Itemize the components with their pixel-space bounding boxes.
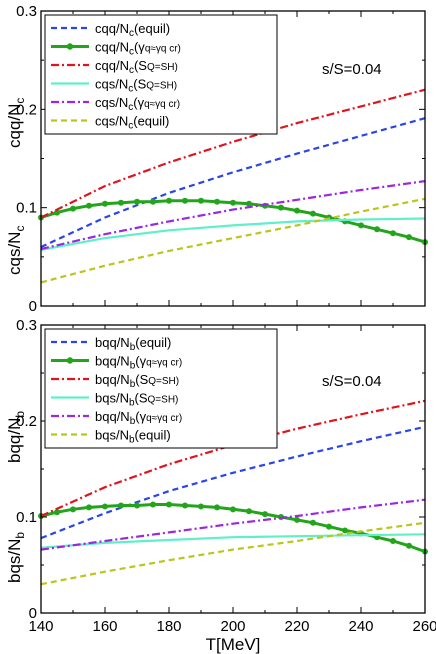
y-axis-label: cqq/Nc	[5, 98, 27, 148]
x-axis-label: T[MeV]	[206, 635, 261, 654]
series-line-1	[40, 117, 426, 248]
x-tick-label: 140	[28, 618, 53, 635]
series-line-4	[40, 217, 426, 251]
y-tick-label: 0	[29, 298, 37, 315]
legend-entry: cqq/Nc(equil)	[95, 21, 170, 39]
data-point	[262, 511, 268, 518]
legend-entry: cqs/Nc(SQ=SH)	[95, 77, 177, 95]
data-point	[118, 199, 124, 206]
legend-entry: bqq/Nb(γq≈γq cr)	[95, 409, 182, 427]
data-point	[326, 523, 332, 530]
y-axis-label: cqs/Nc	[5, 226, 27, 275]
data-point	[390, 230, 396, 237]
legend-entry: bqq/Nb(SQ=SH)	[95, 372, 179, 390]
panel-2: 0 0.1 0.2 0.3 140 160 180 200 220 240 260 T[MeV] bqq…	[5, 317, 436, 654]
y-tick-label: 0.2	[16, 413, 37, 430]
data-point	[294, 207, 300, 214]
y-axis-label: bqs/Nb	[5, 532, 27, 583]
series-line-5	[40, 180, 426, 251]
data-point	[86, 504, 92, 511]
legend-entry: cqs/Nc(γq≈γq cr)	[95, 95, 180, 113]
series-line-3	[40, 399, 426, 518]
legend-marker	[66, 43, 74, 50]
data-point	[374, 226, 380, 233]
data-point	[182, 197, 188, 204]
x-tick-label: 160	[92, 618, 117, 635]
data-point	[406, 234, 412, 241]
series-line-6	[40, 521, 426, 586]
data-point	[166, 501, 172, 508]
data-point	[150, 501, 156, 508]
annotation: s/S=0.04	[322, 61, 382, 78]
y-tick-label: 0.1	[16, 200, 37, 217]
data-point	[70, 205, 76, 212]
series-line-4	[40, 533, 426, 549]
y-tick-label: 0.1	[16, 509, 37, 526]
legend-entry: bqq/Nb(equil)	[95, 335, 171, 353]
data-point	[54, 209, 60, 216]
legend-entry: bqq/Nb(γq≈γq cr)	[95, 354, 182, 372]
data-point	[278, 204, 284, 211]
legend-entry: cqs/Nc(equil)	[95, 114, 169, 132]
data-point	[166, 197, 172, 204]
series-line-1	[40, 425, 426, 540]
legend-entry: bqs/Nb(equil)	[95, 428, 171, 446]
data-point	[214, 198, 220, 205]
data-point	[198, 197, 204, 204]
legend-entry: bqs/Nb(SQ=SH)	[95, 391, 178, 409]
legend-marker	[66, 357, 74, 364]
legend-entry: cqq/Nc(γq≈γq cr)	[95, 40, 181, 58]
data-point	[310, 519, 316, 526]
data-point	[118, 502, 124, 509]
data-point	[102, 200, 108, 207]
legend-box	[44, 14, 278, 135]
data-point	[230, 199, 236, 206]
y-tick-label: 0.3	[16, 317, 37, 334]
data-point	[390, 538, 396, 544]
data-point	[150, 198, 156, 205]
series-line-5	[40, 498, 426, 551]
data-point	[342, 527, 348, 534]
legend-box	[44, 328, 278, 449]
data-point	[182, 502, 188, 509]
data-point	[54, 509, 60, 516]
y-tick-label: 0.3	[16, 3, 37, 20]
data-point	[310, 210, 316, 217]
data-point	[198, 503, 204, 510]
data-point	[230, 506, 236, 513]
data-point	[102, 503, 108, 510]
series-line-3	[40, 88, 426, 219]
data-point	[134, 502, 140, 509]
data-point	[246, 200, 252, 207]
x-tick-label: 180	[156, 618, 181, 635]
y-axis-label: bqq/Nb	[5, 411, 27, 463]
x-tick-label: 260	[412, 618, 436, 635]
data-point	[358, 222, 364, 229]
data-point	[86, 202, 92, 209]
data-point	[246, 508, 252, 515]
x-tick-label: 200	[220, 618, 245, 635]
y-tick-label: 0.2	[16, 101, 37, 118]
panel-1: 0 0.1 0.2 0.3 cqq/Nc cqs/Nc s/S=0.04 cqq/Nc(equ…	[5, 3, 428, 315]
data-point	[294, 516, 300, 523]
data-point	[406, 542, 412, 549]
data-point	[70, 506, 76, 513]
data-point	[134, 198, 140, 205]
legend-entry: cqq/Nc(SQ=SH)	[95, 58, 178, 76]
annotation: s/S=0.04	[322, 373, 382, 390]
data-point	[214, 504, 220, 511]
x-tick-label: 240	[348, 618, 373, 635]
x-tick-label: 220	[284, 618, 309, 635]
y-tick-label: 0	[29, 605, 37, 622]
